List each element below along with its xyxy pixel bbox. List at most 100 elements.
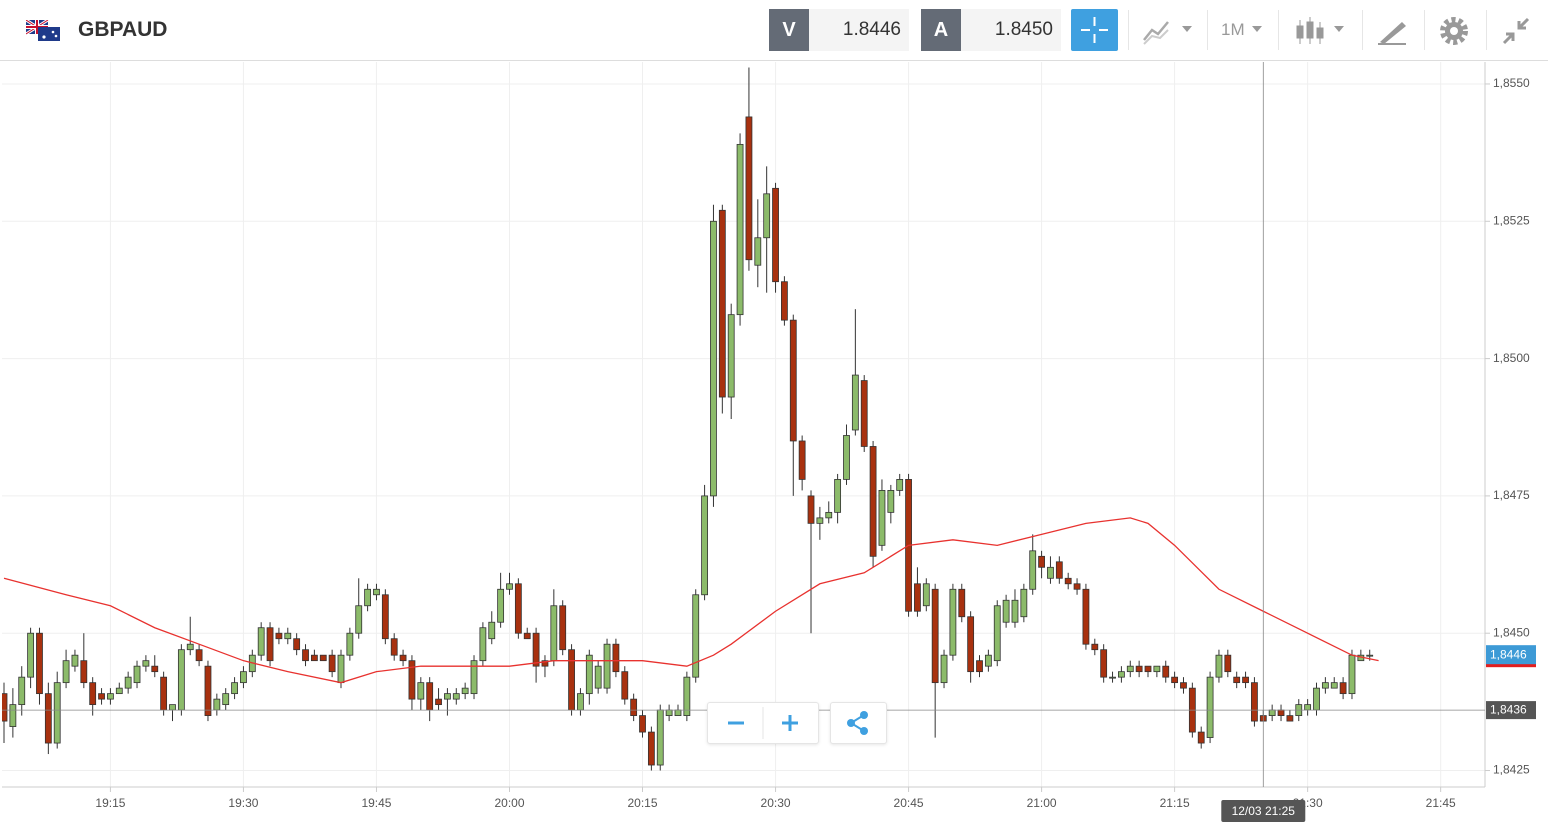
candle-body [408,660,416,700]
candle-body [1339,682,1347,695]
candle-body [976,660,983,673]
candle-body [346,632,354,656]
candle-body [310,654,318,662]
candle-body [1135,665,1143,673]
candle-body [107,693,114,700]
moving-average-line [3,517,1379,684]
last-price-marker [1486,663,1536,668]
candle-body [328,654,336,673]
candle-body [452,693,460,700]
candle-body [1224,654,1232,673]
candle-body [1064,577,1072,585]
x-tick-label: 20:30 [761,796,791,810]
candle-body [577,693,584,711]
candle-body [993,605,1001,662]
draw-button[interactable] [1376,16,1408,46]
candle-body [683,676,691,716]
candle-body [461,687,469,695]
crosshair-price-box [1486,701,1536,720]
candle-body [381,594,389,640]
candle-body [222,693,230,706]
candle-body [523,632,531,640]
candle-body [869,446,877,557]
candle-body [559,605,567,651]
candle-body [1038,555,1045,568]
candle-body [603,643,611,689]
chart: 1,8425 1,8450 1,8475 1,8500 1,8525 1,8550 19:1… [0,61,1548,827]
candle-body [231,682,238,695]
candle-body [816,517,824,524]
last-price-label: 1,8446 [1490,647,1527,661]
candle-body [177,649,185,711]
candle-body [967,616,975,673]
candle-body [541,660,549,667]
candle-body [931,588,939,684]
y-tick-label: 1,8475 [1493,488,1530,502]
candle-body [1100,649,1108,678]
candle-body [887,490,895,513]
candle-body [1055,561,1063,579]
candle-body [1109,676,1116,679]
candle-body [169,704,176,711]
crosshair-time-box [1221,800,1306,822]
candle-body [665,709,673,716]
candle-body [612,643,620,673]
flag-icon [26,20,60,41]
candle-type-button[interactable] [1292,14,1352,48]
candle-body [1321,682,1329,689]
candle-body [284,632,292,640]
candle-body [958,588,966,618]
x-tick-label: 19:45 [361,796,391,810]
candle-body [1304,704,1312,711]
candle-body [1118,671,1125,678]
candle-body [594,665,602,689]
candle-body [1233,676,1241,684]
toolbar: GBPAUD V 1.8446 A 1.8450 1M [0,0,1548,61]
crosshair-button[interactable] [1071,9,1118,51]
candle-body [781,281,788,321]
collapse-button[interactable] [1500,15,1532,47]
candle-body [860,380,868,447]
bid-price[interactable]: 1.8446 [809,9,909,51]
candle-body [914,583,921,612]
candle-body [18,676,26,706]
chart-type-button[interactable] [1140,16,1200,46]
y-tick-label: 1,8450 [1493,625,1530,639]
candle-body [514,583,522,634]
candle-body [1162,665,1170,678]
y-tick-label: 1,8425 [1493,763,1530,777]
x-tick-label: 21:00 [1027,796,1057,810]
settings-button[interactable] [1438,15,1470,47]
crosshair-price-label: 1,8436 [1490,702,1527,716]
candle-body [355,605,363,634]
candle-body [1242,676,1249,684]
candle-body [319,654,327,662]
candle-body [896,479,904,491]
candle-body [44,693,52,744]
ask-price[interactable]: 1.8450 [961,9,1061,51]
candle-body [275,632,283,640]
candle-body [142,660,150,667]
candle-body [630,698,638,716]
candle-body [718,209,726,398]
share-button[interactable] [830,702,887,744]
candle-body [364,588,371,607]
candle-body [1091,643,1099,651]
candle-body [754,237,762,266]
candle-body [656,709,664,766]
candle-body [435,698,442,706]
timeframe-button[interactable]: 1M [1221,20,1245,39]
candle-body [568,649,575,711]
candle-body [151,665,159,673]
candle-body [124,676,132,689]
candle-body [1020,588,1028,618]
candle-body [1153,665,1161,673]
y-tick-label: 1,8550 [1493,76,1530,90]
candle-body [825,511,833,519]
candle-body [27,632,35,678]
candle-body [1082,588,1090,645]
candle-body [789,319,797,442]
symbol: GBPAUD [78,18,168,41]
candle-body [1268,709,1276,716]
candle-body [1197,731,1205,744]
